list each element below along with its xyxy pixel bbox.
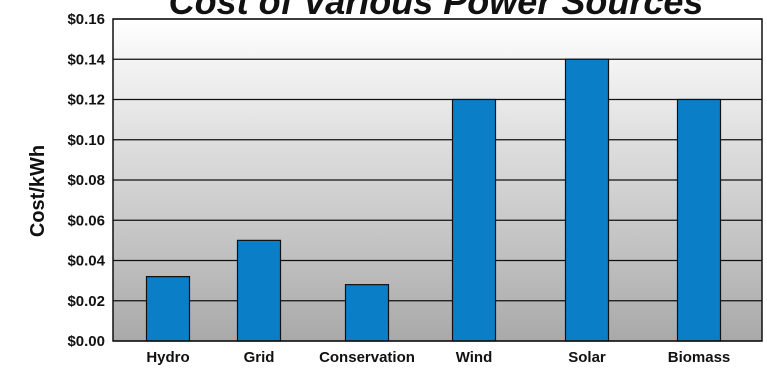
x-tick-label: Grid xyxy=(244,349,275,366)
y-tick-label: $0.06 xyxy=(67,212,105,229)
y-tick-labels: $0.00 $0.02 $0.04 $0.06 $0.08 $0.10 $0.12 $0.14… xyxy=(67,11,105,350)
y-tick-label: $0.12 xyxy=(67,92,105,109)
x-tick-label: Conservation xyxy=(319,349,415,366)
bars xyxy=(145,58,722,342)
bar-hydro xyxy=(145,276,191,342)
y-tick-label: $0.08 xyxy=(67,172,105,189)
x-tick-label: Hydro xyxy=(146,349,189,366)
y-tick-label: $0.04 xyxy=(67,253,105,270)
y-tick-label: $0.10 xyxy=(67,132,105,149)
x-tick-label: Biomass xyxy=(668,349,731,366)
bar-conservation xyxy=(344,284,390,342)
x-tick-label: Solar xyxy=(568,349,606,366)
y-tick-label: $0.16 xyxy=(67,11,105,28)
x-tick-label: Wind xyxy=(456,349,493,366)
x-tick-labels: Hydro Grid Conservation Wind Solar Biomass xyxy=(146,349,730,366)
bar-wind xyxy=(451,98,497,342)
y-tick-label: $0.02 xyxy=(67,293,105,310)
chart-title: Cost of Various Power Sources xyxy=(169,0,704,22)
bar-biomass xyxy=(676,98,722,342)
y-tick-label: $0.00 xyxy=(67,333,105,350)
y-tick-label: $0.14 xyxy=(67,51,105,68)
plot-frame xyxy=(112,18,763,342)
y-axis-label: Cost/kWh xyxy=(27,145,49,237)
bar-solar xyxy=(564,58,610,342)
bar-grid xyxy=(236,239,282,342)
